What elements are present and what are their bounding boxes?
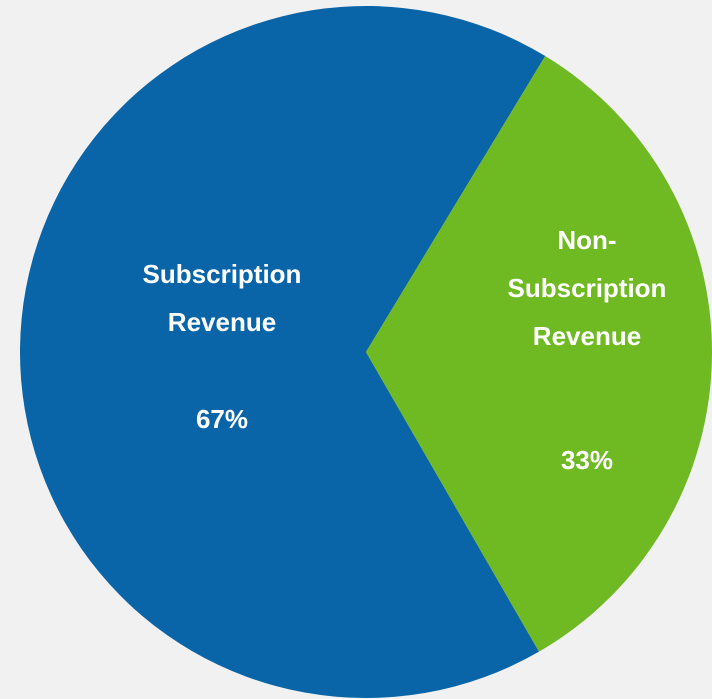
slice-value-label: 67% xyxy=(195,404,249,434)
pie-slice xyxy=(19,5,546,698)
slice-value-label: 33% xyxy=(560,445,614,475)
slice-label: Subscription Revenue xyxy=(142,259,302,337)
pie-slice xyxy=(366,56,712,652)
slice-label: Non-Subscription Revenue xyxy=(507,225,667,351)
